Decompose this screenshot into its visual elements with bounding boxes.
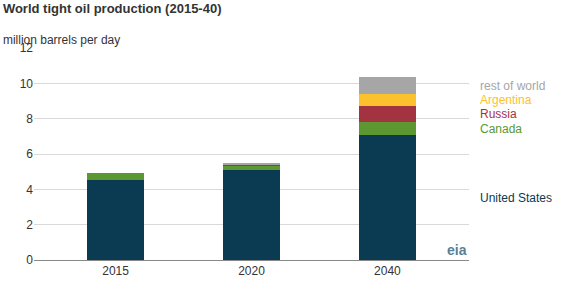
- svg-text:10: 10: [20, 77, 34, 91]
- svg-text:Russia: Russia: [480, 107, 517, 121]
- svg-text:Canada: Canada: [480, 122, 522, 136]
- svg-text:8: 8: [26, 112, 33, 126]
- svg-text:Argentina: Argentina: [480, 93, 532, 107]
- svg-text:12: 12: [20, 41, 34, 55]
- svg-text:6: 6: [26, 147, 33, 161]
- svg-text:0: 0: [26, 253, 33, 267]
- svg-text:2020: 2020: [238, 264, 265, 278]
- svg-text:United States: United States: [480, 191, 552, 205]
- svg-text:eia: eia: [447, 242, 467, 258]
- svg-text:rest of world: rest of world: [480, 79, 545, 93]
- svg-text:4: 4: [26, 183, 33, 197]
- svg-text:million barrels per day: million barrels per day: [3, 33, 120, 47]
- svg-text:2015: 2015: [102, 264, 129, 278]
- svg-text:2: 2: [26, 218, 33, 232]
- svg-text:2040: 2040: [374, 264, 401, 278]
- svg-text:World tight oil production (20: World tight oil production (2015-40): [3, 1, 222, 16]
